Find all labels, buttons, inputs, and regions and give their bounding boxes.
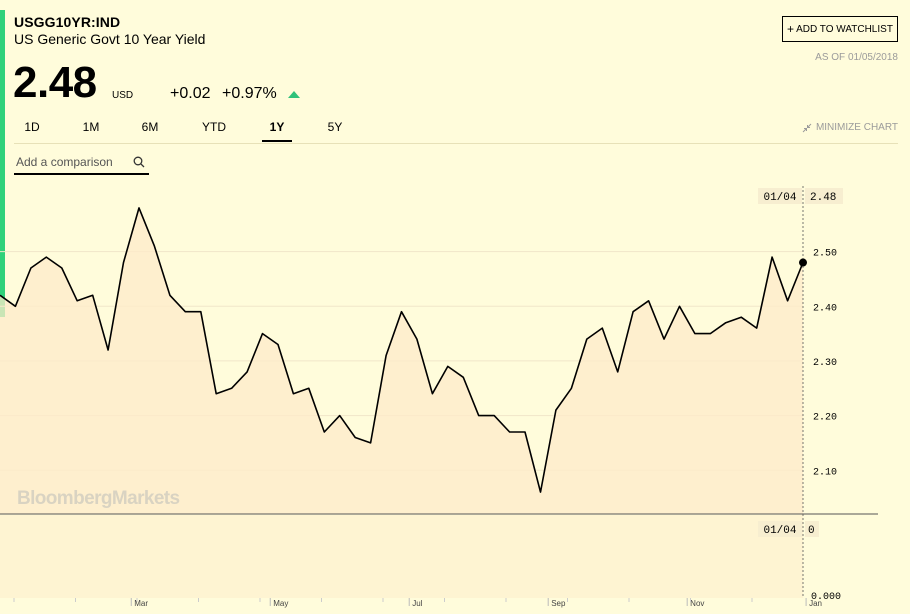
y-axis: 2.10 2.20 2.30 2.40 2.50 <box>813 249 837 479</box>
x-tick-label: Mar <box>134 599 148 608</box>
accent-bar <box>0 10 5 317</box>
y-tick-label: 2.40 <box>813 303 837 314</box>
add-to-watchlist-button[interactable]: + ADD TO WATCHLIST <box>782 16 898 42</box>
plus-icon: + <box>787 22 795 36</box>
y-tick-label: 2.50 <box>813 249 837 260</box>
crosshair-value: 2.48 <box>810 192 836 204</box>
price-line <box>0 207 804 493</box>
tab-5y[interactable]: 5Y <box>327 120 343 134</box>
y-tick-label: 2.10 <box>813 467 837 478</box>
price-area <box>0 207 803 514</box>
x-tick-label: Jan <box>809 599 822 608</box>
minimize-chart-label: MINIMIZE CHART <box>815 122 898 133</box>
chart[interactable]: 2.102.202.302.402.50 01/04 2.48 01/04 0 … <box>0 178 910 614</box>
volume-area <box>0 515 803 598</box>
price-value: 2.48 <box>13 58 97 107</box>
volume-axis-label: 0.000 <box>811 592 841 603</box>
comparison-input[interactable] <box>16 154 126 169</box>
tab-1d[interactable]: 1D <box>24 120 40 134</box>
search-icon[interactable] <box>133 156 145 168</box>
last-point-marker <box>799 258 807 267</box>
tab-6m[interactable]: 6M <box>141 120 159 134</box>
up-arrow-icon <box>288 91 300 98</box>
ticker-symbol: USGG10YR:IND <box>14 14 121 30</box>
y-tick-label: 2.30 <box>813 358 837 369</box>
tab-ytd[interactable]: YTD <box>202 120 226 134</box>
x-axis: Mar May Jul Sep Nov Jan <box>13 598 822 608</box>
currency-label: USD <box>112 90 134 101</box>
crosshair-price-label: 01/04 2.48 <box>758 188 843 204</box>
x-tick-label: Sep <box>551 599 566 608</box>
minimize-chart-button[interactable]: MINIMIZE CHART <box>802 122 898 133</box>
volume-crosshair-date: 01/04 <box>763 525 796 537</box>
add-to-watchlist-label: ADD TO WATCHLIST <box>796 23 893 35</box>
comparison-box <box>14 150 149 175</box>
y-tick-label: 2.20 <box>813 413 837 424</box>
header-divider <box>14 143 898 144</box>
crosshair-volume-label: 01/04 0 <box>758 521 819 537</box>
as-of-date: AS OF 01/05/2018 <box>815 52 898 63</box>
minimize-icon <box>802 123 812 132</box>
price-change-percent: +0.97% <box>222 85 277 102</box>
bloomberg-watermark: BloombergMarkets <box>17 488 180 509</box>
x-tick-label: May <box>273 599 288 608</box>
x-tick-label: Nov <box>690 599 704 608</box>
tab-1y[interactable]: 1Y <box>262 120 292 142</box>
crosshair-date: 01/04 <box>763 192 796 204</box>
x-tick-label: Jul <box>412 599 422 608</box>
price-change: +0.02 <box>170 85 211 102</box>
security-name: US Generic Govt 10 Year Yield <box>14 31 206 47</box>
volume-crosshair-value: 0 <box>808 525 815 537</box>
tab-1m[interactable]: 1M <box>82 120 100 134</box>
